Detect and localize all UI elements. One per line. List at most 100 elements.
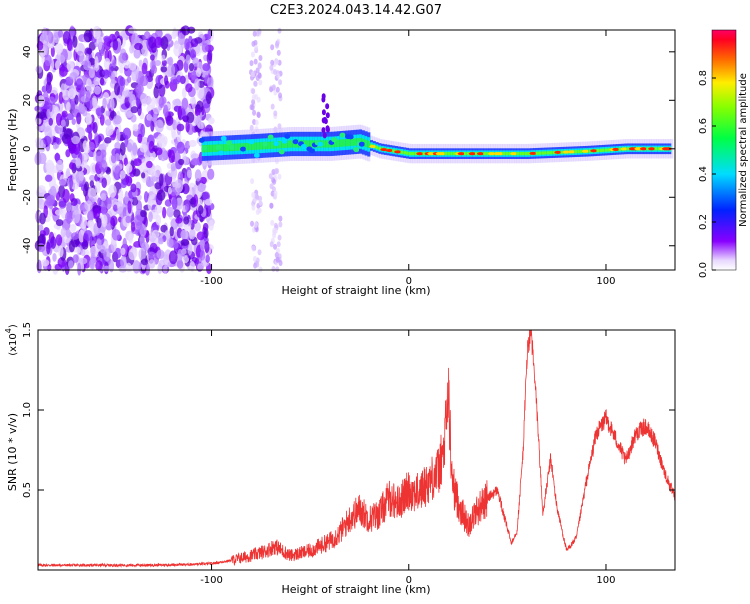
spectrogram-cell: [45, 159, 55, 174]
spectrogram-cell: [46, 108, 51, 119]
spectrogram-cell: [101, 214, 108, 228]
spectrogram-cell: [184, 38, 190, 51]
spectrogram-cell: [251, 40, 256, 47]
spectrogram-cell: [172, 119, 177, 131]
spectrogram-cell: [552, 151, 556, 155]
spectrogram-cell: [66, 201, 72, 213]
spectrogram-signal-ridge: [198, 93, 674, 166]
spectrogram-cell: [52, 252, 57, 262]
spectrogram-cell: [154, 182, 162, 190]
spectrogram-cell: [535, 151, 539, 155]
spectrogram-cell: [154, 60, 162, 67]
spectrogram-cell: [154, 204, 163, 214]
spectrogram-cell: [272, 232, 277, 239]
spectrogram-cell: [137, 133, 143, 144]
spectrogram-cell: [137, 85, 142, 99]
spectrogram-cell: [197, 263, 204, 271]
spectrogram-cell: [331, 137, 338, 143]
spectrogram-cell: [153, 107, 161, 115]
spectrogram-cell: [334, 139, 338, 148]
spectrogram-cell: [604, 148, 608, 152]
spectrogram-cell: [278, 92, 283, 99]
spectrogram-cell: [226, 140, 233, 146]
spectrogram-cell: [130, 106, 139, 114]
spectrogram-cell: [83, 29, 93, 43]
spectrogram-cell: [251, 71, 256, 78]
spectrogram-cell: [151, 97, 156, 111]
spectrogram-frame: [37, 29, 676, 271]
spectrogram-cell: [156, 249, 165, 259]
spectrogram-cell: [187, 243, 193, 256]
spectrogram-cell: [165, 115, 174, 126]
spectrogram-cell: [154, 147, 163, 156]
spectrogram-cell: [369, 144, 377, 148]
spectrogram-cell: [181, 87, 187, 99]
spectrogram-cell: [411, 152, 415, 156]
spectrogram-cell: [138, 247, 147, 261]
spectrogram-cell: [253, 152, 260, 158]
spectrogram-cell: [254, 142, 258, 150]
spectrogram-cell: [143, 191, 149, 203]
spectrogram-cell: [648, 147, 656, 151]
spectrogram-cell: [502, 152, 506, 156]
spectrogram-cell: [185, 54, 191, 65]
spectrogram-cell: [353, 147, 360, 153]
spectrogram-cell: [112, 38, 119, 51]
spectrogram-cell: [243, 143, 247, 151]
spectrogram-cell: [190, 153, 200, 160]
spectrogram-cell: [160, 36, 169, 50]
spectrogram-cell: [158, 237, 164, 245]
spectrogram-cell: [35, 65, 43, 74]
spectrogram-cell: [71, 118, 76, 125]
spectrogram-cell: [147, 114, 153, 121]
spectrogram-cell: [68, 162, 75, 170]
spectrogram-cell: [37, 224, 44, 232]
spectrogram-cell: [147, 196, 153, 211]
spectrogram-cell: [56, 159, 64, 173]
spectrogram-cell: [55, 191, 61, 201]
spectrogram-cell: [81, 106, 88, 117]
spectrogram-cell: [254, 119, 259, 126]
spectrogram-cell: [524, 152, 528, 156]
spectrogram-cell: [184, 203, 190, 212]
spectrogram-cell: [251, 98, 256, 105]
spectrogram-cell: [110, 215, 118, 227]
spectrogram-cell: [104, 119, 112, 126]
spectrogram-cell: [113, 204, 118, 211]
snr-x-ticks: -100 0 100: [200, 330, 616, 586]
spectrogram-cell: [607, 148, 611, 152]
spectrogram-cell: [43, 135, 52, 146]
spectrogram-cell: [79, 52, 86, 66]
spectrogram-cell: [59, 66, 68, 77]
colorbar-tick-label: 0.6: [698, 118, 709, 134]
spectrogram-cell: [40, 259, 50, 267]
spectrogram-cell: [157, 263, 163, 275]
spectrogram-cell: [223, 144, 227, 152]
spectrogram-cell: [253, 80, 258, 87]
spectrogram-cell: [46, 194, 56, 206]
spectrogram-cell: [183, 216, 190, 225]
spectrogram-cell: [115, 128, 121, 143]
spectrogram-cell: [588, 149, 592, 153]
spectrogram-cell: [176, 141, 185, 154]
spectrogram-cell: [347, 134, 354, 140]
y-tick-label: -40: [22, 238, 33, 254]
spectrogram-cell: [119, 76, 126, 87]
colorbar-ticks: 0.0 0.2 0.4 0.6 0.8: [698, 70, 716, 278]
spectrogram-cell: [452, 152, 456, 156]
spectrogram-cell: [77, 262, 82, 276]
spectrogram-cell: [134, 214, 143, 226]
spectrogram-cell: [103, 248, 111, 262]
spectrogram-cell: [186, 111, 195, 124]
spectrogram-cell: [128, 233, 133, 244]
spectrogram-cell: [278, 79, 283, 86]
spectrogram-cell: [52, 142, 58, 150]
spectrogram-cell: [189, 228, 196, 240]
spectrogram-cell: [269, 241, 274, 248]
spectrogram-cell: [169, 226, 174, 237]
spectrogram-cell: [267, 141, 271, 149]
spectrogram-cell: [205, 91, 212, 105]
spectrogram-cell: [657, 147, 661, 151]
spectrogram-cell: [59, 179, 67, 187]
spectrogram-cell: [339, 132, 346, 138]
